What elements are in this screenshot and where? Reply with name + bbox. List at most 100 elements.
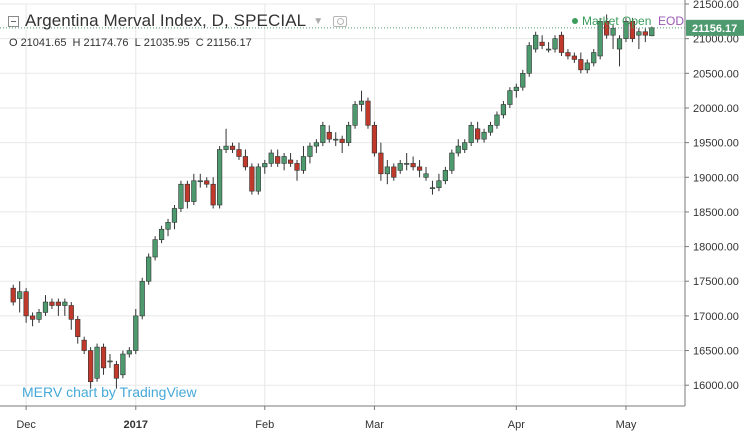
open-value: 21041.65 — [20, 37, 67, 49]
candle — [100, 343, 107, 375]
candle — [81, 336, 87, 355]
candle — [55, 298, 61, 316]
high-label: H — [72, 37, 81, 49]
candle-body — [36, 312, 42, 320]
candle — [29, 312, 36, 327]
candle — [455, 139, 461, 157]
candle — [178, 180, 184, 212]
candle-body — [642, 31, 648, 36]
candle — [307, 142, 313, 164]
y-tick-label: 20500.00 — [693, 68, 739, 80]
candle — [565, 49, 571, 60]
ohlc-values: O 21041.65 H 21174.76 L 21035.95 C 21156.17 — [9, 37, 255, 49]
chevron-down-icon[interactable]: ▼ — [313, 15, 324, 27]
candle-body — [552, 38, 558, 50]
candle-body — [165, 222, 171, 230]
candle — [197, 173, 203, 188]
candle — [146, 253, 152, 285]
candle — [636, 28, 642, 50]
candle — [313, 139, 319, 154]
candle-body — [88, 350, 94, 383]
y-tick-label: 21500.00 — [693, 0, 739, 11]
candle-body — [81, 339, 87, 351]
candle — [397, 159, 403, 174]
candle — [449, 149, 455, 174]
chart-title[interactable]: Argentina Merval Index, D, SPECIAL ▼ — [8, 11, 348, 31]
candle — [429, 180, 436, 195]
candle — [249, 163, 255, 195]
candle — [204, 177, 210, 188]
y-tick-label: 17500.00 — [693, 276, 739, 288]
candle-body — [636, 31, 642, 36]
candle-body — [616, 38, 623, 50]
candle — [533, 31, 539, 53]
collapse-icon[interactable] — [8, 15, 19, 27]
candle — [339, 135, 345, 154]
candle-body — [339, 138, 345, 143]
candle — [378, 142, 384, 181]
candle — [578, 52, 584, 74]
candle — [242, 149, 249, 171]
candle — [133, 308, 139, 355]
candle — [17, 281, 23, 313]
candle-body — [558, 34, 565, 53]
market-status-text: Market Open — [582, 14, 652, 28]
symbol-title: Argentina Merval Index, D, SPECIAL — [25, 11, 307, 30]
candle-body — [378, 152, 384, 175]
candle — [68, 302, 74, 330]
candle-body — [507, 90, 513, 105]
y-tick-label: 19500.00 — [693, 138, 739, 150]
candle-body — [62, 301, 68, 306]
candle — [94, 343, 100, 382]
candle — [158, 225, 165, 244]
candle — [10, 284, 16, 306]
candle-body — [10, 287, 16, 303]
x-tick-label: Feb — [255, 419, 274, 431]
candle-body — [300, 156, 307, 171]
candle-body — [113, 364, 120, 379]
candle-body — [184, 183, 190, 202]
candle-body — [171, 208, 178, 223]
candle-body — [610, 27, 616, 36]
candle-body — [391, 166, 397, 178]
candle-body — [229, 145, 236, 150]
candle — [384, 159, 390, 185]
candle — [165, 218, 171, 237]
y-tick-label: 19000.00 — [693, 172, 739, 184]
candle-body — [17, 291, 23, 299]
y-tick-label: 20000.00 — [693, 103, 739, 115]
candle-body — [294, 163, 300, 171]
candle-body — [455, 145, 461, 154]
candle-body — [107, 360, 113, 363]
candle — [42, 295, 49, 316]
candle — [326, 125, 332, 143]
candle — [217, 146, 223, 209]
candle-body — [146, 256, 152, 282]
eye-icon[interactable] — [333, 15, 348, 27]
candle-body — [326, 131, 332, 140]
candle-body — [29, 315, 36, 320]
candle — [191, 173, 197, 205]
close-label: C — [195, 37, 204, 49]
eod-label[interactable]: EOD — [658, 14, 685, 28]
high-value: 21174.76 — [83, 37, 129, 49]
candle — [591, 49, 597, 67]
tradingview-watermark[interactable]: MERV chart by TradingView — [22, 384, 197, 400]
candle-body — [197, 180, 203, 183]
candle — [481, 128, 487, 143]
candle-body — [597, 21, 603, 57]
candle-body — [436, 180, 442, 188]
candle-body — [100, 346, 107, 369]
candle-body — [442, 170, 448, 182]
open-label: O — [9, 37, 18, 49]
candle — [49, 298, 55, 309]
close-value: 21156.17 — [206, 37, 252, 49]
candle — [229, 142, 236, 154]
candle — [152, 236, 158, 261]
candle-body — [513, 86, 519, 91]
candle-body — [526, 45, 532, 74]
candle-body — [275, 156, 281, 164]
low-label: L — [134, 37, 141, 49]
